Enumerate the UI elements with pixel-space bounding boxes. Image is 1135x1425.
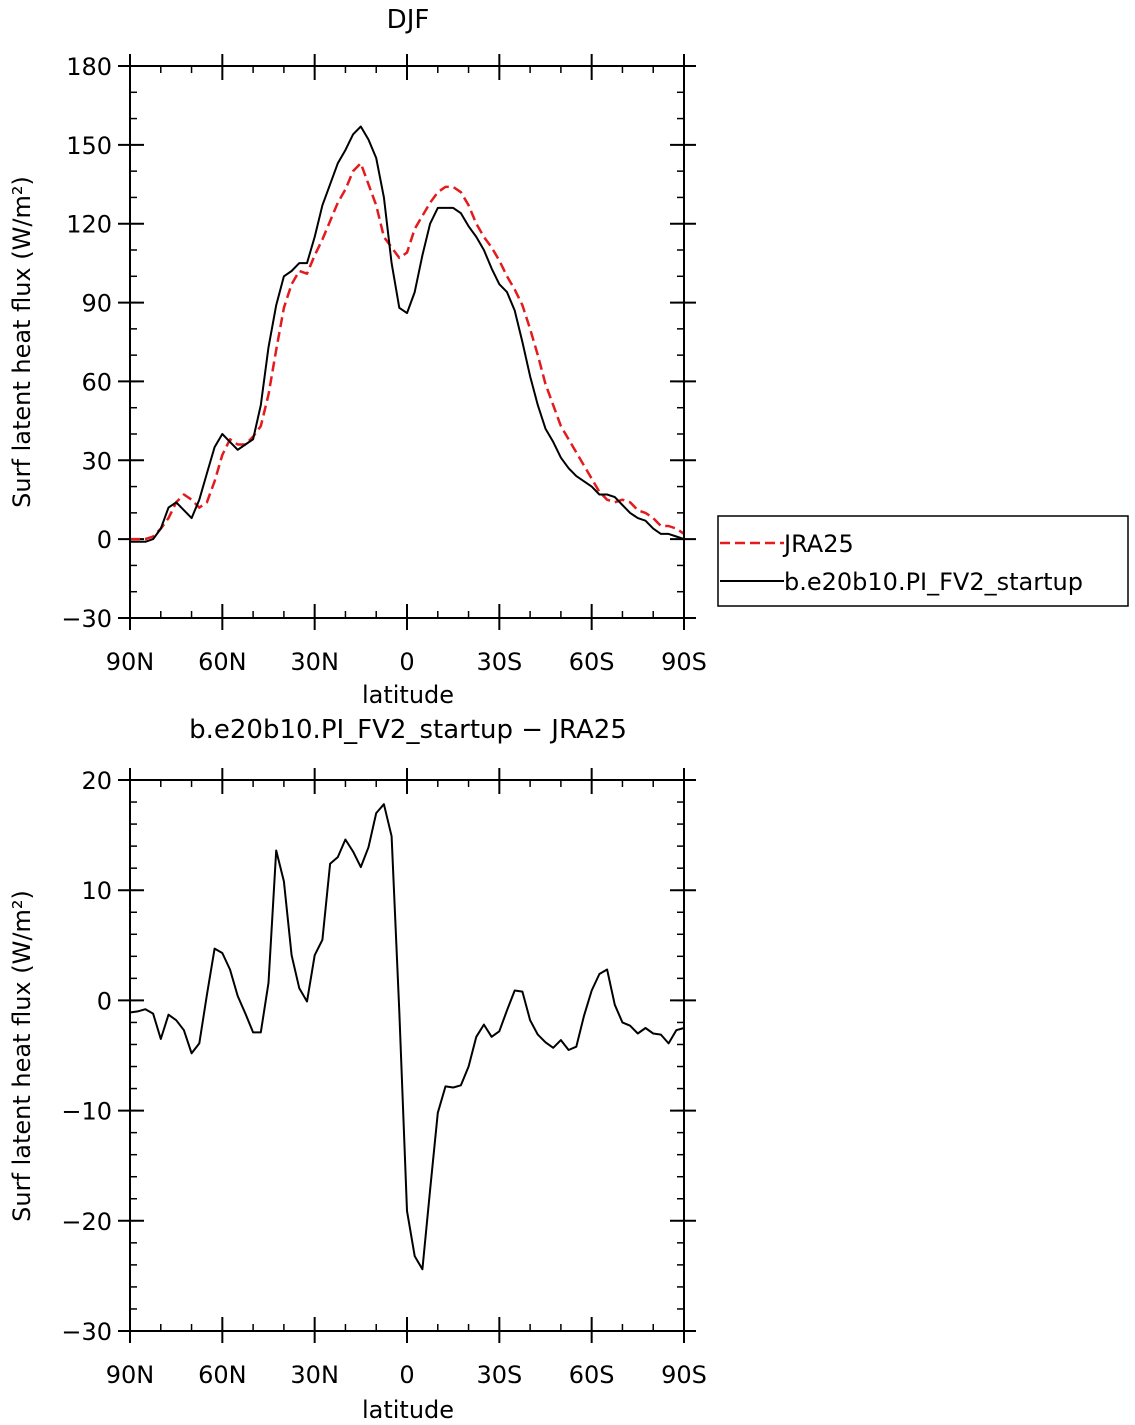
legend: JRA25 b.e20b10.PI_FV2_startup (717, 515, 1129, 607)
chart-top-y-tick-label: 120 (66, 211, 112, 239)
chart-top-title: DJF (387, 5, 430, 35)
chart-top-x-tick-label: 90N (106, 648, 155, 676)
chart-bottom-y-tick-labels: 20 10 0 −10 −20 −30 (61, 767, 112, 1346)
legend-label-model: b.e20b10.PI_FV2_startup (784, 568, 1083, 596)
chart-top-y-tick-label: −30 (61, 605, 112, 633)
chart-top-y-axis-label: Surf latent heat flux (W/m²) (8, 176, 36, 508)
chart-bottom-y-tick-label: 20 (81, 767, 112, 795)
chart-bottom-tick-marks (118, 768, 696, 1343)
chart-bottom-y-axis-label: Surf latent heat flux (W/m²) (8, 890, 36, 1222)
chart-top-y-tick-label: 60 (81, 368, 112, 396)
chart-top-x-tick-labels: 90N 60N 30N 0 30S 60S 90S (106, 648, 707, 676)
chart-top-series-lines (130, 125, 685, 543)
chart-top-x-tick-label: 30S (476, 648, 522, 676)
chart-bottom-x-tick-label: 90N (106, 1361, 155, 1389)
chart-bottom-difference: b.e20b10.PI_FV2_startup − JRA25 20 10 0 −10… (8, 715, 707, 1424)
chart-top-x-tick-label: 90S (661, 648, 707, 676)
chart-bottom-x-tick-label: 90S (661, 1361, 707, 1389)
chart-top-y-tick-labels: 180 150 120 90 60 30 0 −30 (61, 53, 112, 633)
chart-top-x-tick-label: 60S (569, 648, 615, 676)
chart-top-x-tick-label: 60N (198, 648, 247, 676)
chart-top-x-tick-label: 0 (399, 648, 414, 676)
chart-top-y-tick-label: 0 (97, 526, 112, 554)
chart-bottom-x-tick-label: 0 (399, 1361, 414, 1389)
chart-bottom-series-lines (129, 803, 685, 1271)
chart-top-y-tick-label: 30 (81, 447, 112, 475)
chart-bottom-x-tick-label: 30S (476, 1361, 522, 1389)
chart-bottom-x-axis-label: latitude (362, 1396, 454, 1424)
chart-top-x-axis-label: latitude (362, 681, 454, 709)
legend-label-jra25: JRA25 (782, 530, 854, 558)
chart-bottom-y-tick-label: 10 (81, 877, 112, 905)
chart-bottom-title: b.e20b10.PI_FV2_startup − JRA25 (189, 715, 627, 745)
chart-bottom-x-tick-labels: 90N 60N 30N 0 30S 60S 90S (106, 1361, 707, 1389)
chart-bottom-y-tick-label: −20 (61, 1208, 112, 1236)
chart-bottom-series-line-difference (129, 803, 685, 1271)
chart-bottom-y-tick-label: 0 (97, 987, 112, 1015)
chart-top-y-tick-label: 150 (66, 132, 112, 160)
chart-bottom-plot-frame (129, 779, 685, 1332)
chart-bottom-y-tick-label: −10 (61, 1098, 112, 1126)
chart-bottom-y-tick-label: −30 (61, 1318, 112, 1346)
chart-bottom-x-tick-label: 60N (198, 1361, 247, 1389)
chart-bottom-x-tick-label: 30N (290, 1361, 339, 1389)
chart-top-y-tick-label: 90 (81, 290, 112, 318)
chart-top-tick-marks (118, 54, 696, 630)
chart-top-x-tick-label: 30N (290, 648, 339, 676)
chart-top-djf: DJF 180 150 120 90 60 30 0 −30 90N 60N 30N 0 30S 60S… (8, 5, 707, 709)
chart-bottom-x-tick-label: 60S (569, 1361, 615, 1389)
legend-box (717, 515, 1129, 607)
chart-top-series-line-b-e20b10-pi-fv2-startup (130, 125, 685, 543)
chart-top-y-tick-label: 180 (66, 53, 112, 81)
chart-top-plot-frame (129, 65, 685, 619)
chart-top-series-line-jra25 (130, 162, 685, 541)
